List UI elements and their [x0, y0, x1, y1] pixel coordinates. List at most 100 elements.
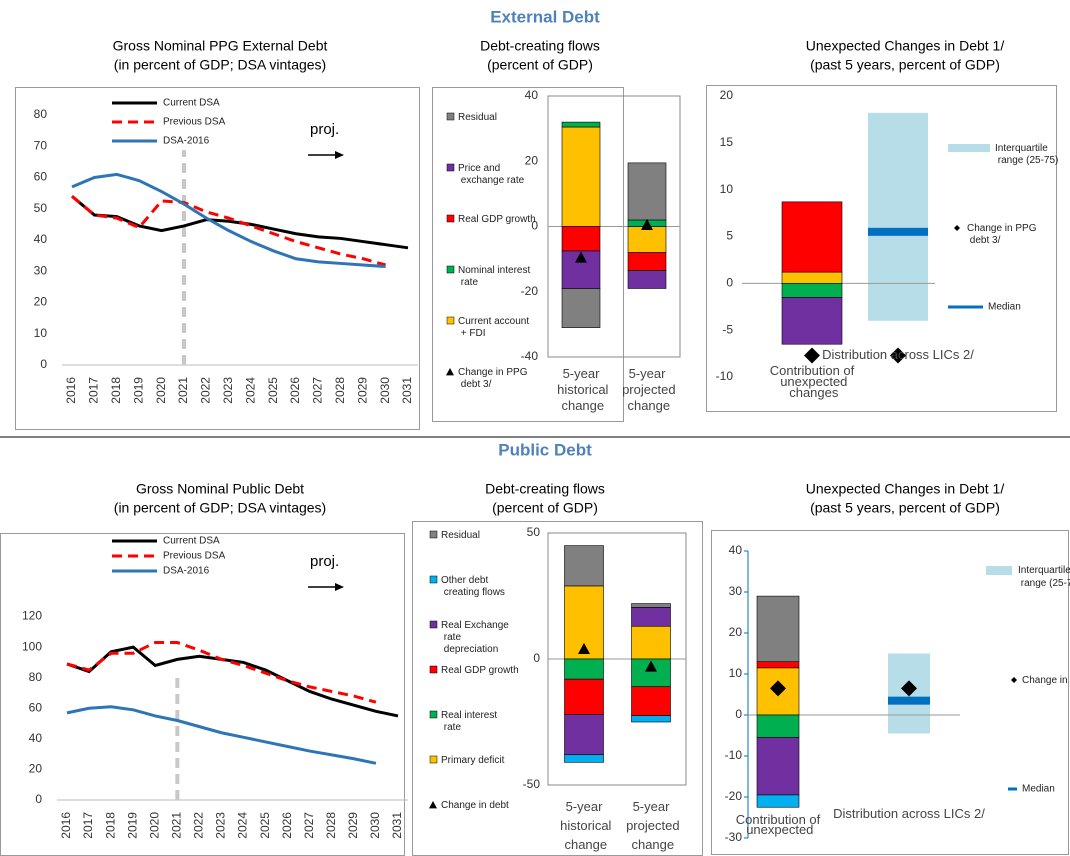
x-tick-label: Distribution across LICs 2/ — [833, 806, 985, 821]
annotation: proj. — [310, 553, 339, 570]
x-tick-label: 2028 — [333, 377, 347, 404]
y-tick-label: 50 — [34, 201, 48, 215]
legend-label: Real GDP growth — [441, 665, 519, 676]
x-tick-label: Contribution of unexpected changes — [770, 363, 855, 400]
legend-label: Current DSA — [163, 98, 220, 109]
y-tick-label: 20 — [34, 295, 48, 309]
legend-label: Previous DSA — [163, 117, 226, 128]
x-tick-label: 2021 — [176, 377, 190, 404]
bar-segment — [564, 754, 604, 763]
legend-label: Median — [988, 302, 1021, 313]
bar-segment — [627, 162, 667, 221]
x-tick-label: 2016 — [59, 812, 73, 839]
legend-label: Real interest rate — [441, 710, 497, 733]
annotation-arrow-head — [335, 583, 344, 591]
y-tick-label: -5 — [722, 322, 733, 336]
bar-segment — [561, 121, 601, 128]
x-tick-label: 2031 — [400, 377, 414, 404]
y-tick-label: 40 — [34, 232, 48, 246]
chart-subtitle: (in percent of GDP; DSA vintages) — [114, 57, 326, 73]
marker — [770, 680, 786, 697]
y-tick-label: 20 — [525, 153, 539, 167]
x-tick-label: 2029 — [346, 812, 360, 839]
chart-title: Gross Nominal PPG External Debt — [113, 38, 328, 54]
x-tick-label: 5-year historical change — [557, 799, 612, 852]
bar-segment — [627, 226, 667, 253]
line-series — [66, 641, 377, 704]
legend-swatch — [429, 620, 438, 629]
y-tick-label: 40 — [29, 731, 43, 745]
y-tick-label: 0 — [735, 707, 742, 721]
x-tick-label: 5-year projected change — [618, 366, 675, 413]
bar-segment — [756, 794, 800, 808]
bar-segment — [756, 714, 800, 738]
legend-label: Interquartile range (25-75) — [995, 143, 1058, 166]
legend-swatch — [954, 225, 960, 231]
marker — [890, 347, 906, 364]
bar-segment — [756, 595, 800, 662]
x-tick-label: 2031 — [390, 812, 404, 839]
median — [868, 227, 928, 236]
x-tick-label: 2020 — [147, 812, 161, 839]
panel-frame — [432, 87, 624, 422]
legend-swatch — [446, 163, 455, 172]
y-tick-label: 70 — [34, 138, 48, 152]
legend-label: Current account + FDI — [458, 316, 529, 339]
panel-frame — [706, 85, 1057, 412]
chart: Unexpected Changes in Debt 1/ (past 5 yea… — [711, 481, 1070, 855]
y-tick-label: 60 — [34, 170, 48, 184]
legend-label: Change in PPG debt 3/ — [967, 223, 1037, 246]
legend-label: Change in debt — [441, 800, 509, 811]
chart-subtitle: (in percent of GDP; DSA vintages) — [114, 500, 326, 516]
marker — [645, 660, 657, 672]
marker — [575, 251, 587, 263]
y-tick-label: -30 — [725, 830, 743, 844]
line-series — [66, 645, 399, 718]
y-tick-label: 40 — [729, 543, 743, 557]
x-tick-label: 2019 — [125, 812, 139, 839]
legend-swatch — [429, 801, 437, 809]
x-tick-label: 2020 — [154, 377, 168, 404]
bar-segment — [781, 271, 843, 284]
y-tick-label: 0 — [531, 219, 538, 233]
legend-label: DSA-2016 — [163, 566, 210, 577]
y-tick-label: -10 — [716, 369, 734, 383]
chart-title: Unexpected Changes in Debt 1/ — [806, 481, 1005, 497]
y-tick-label: 5 — [726, 229, 733, 243]
legend-label: Nominal interest rate — [458, 265, 530, 288]
x-tick-label: 5-year historical change — [554, 366, 609, 413]
y-tick-label: 0 — [40, 357, 47, 371]
legend-label: Other debt creating flows — [441, 575, 505, 598]
x-tick-label: 2028 — [324, 812, 338, 839]
y-tick-label: 15 — [720, 135, 734, 149]
chart-title: Debt-creating flows — [480, 38, 600, 54]
bar-segment — [631, 625, 671, 660]
y-tick-label: 60 — [29, 700, 43, 714]
legend-swatch — [1011, 677, 1017, 683]
y-tick-label: 30 — [34, 263, 48, 277]
x-tick-label: 2026 — [288, 377, 302, 404]
chart-subtitle: (percent of GDP) — [487, 57, 593, 73]
legend-swatch — [446, 316, 455, 325]
x-tick-label: Distribution across LICs 2/ — [822, 347, 974, 362]
bar-segment — [561, 126, 601, 227]
x-tick-label: 2016 — [64, 377, 78, 404]
section-title: External Debt — [490, 7, 600, 26]
y-tick-label: 20 — [729, 625, 743, 639]
y-tick-label: 30 — [729, 584, 743, 598]
legend-label: Residual — [458, 112, 497, 123]
bar-segment — [756, 737, 800, 796]
legend-label: Median — [1022, 784, 1055, 795]
y-tick-label: -40 — [521, 349, 539, 363]
x-tick-label: 2018 — [109, 377, 123, 404]
bar-segment — [781, 283, 843, 298]
chart: Debt-creating flows (percent of GDP) -40 -2… — [432, 38, 681, 422]
legend-swatch — [429, 575, 438, 584]
bar-segment — [631, 607, 671, 627]
bar-segment — [561, 226, 601, 252]
legend-swatch — [429, 530, 438, 539]
legend-label: Real GDP growth — [458, 214, 536, 225]
y-tick-label: 10 — [720, 182, 734, 196]
legend-swatch — [948, 144, 990, 152]
y-tick-label: 20 — [29, 762, 43, 776]
